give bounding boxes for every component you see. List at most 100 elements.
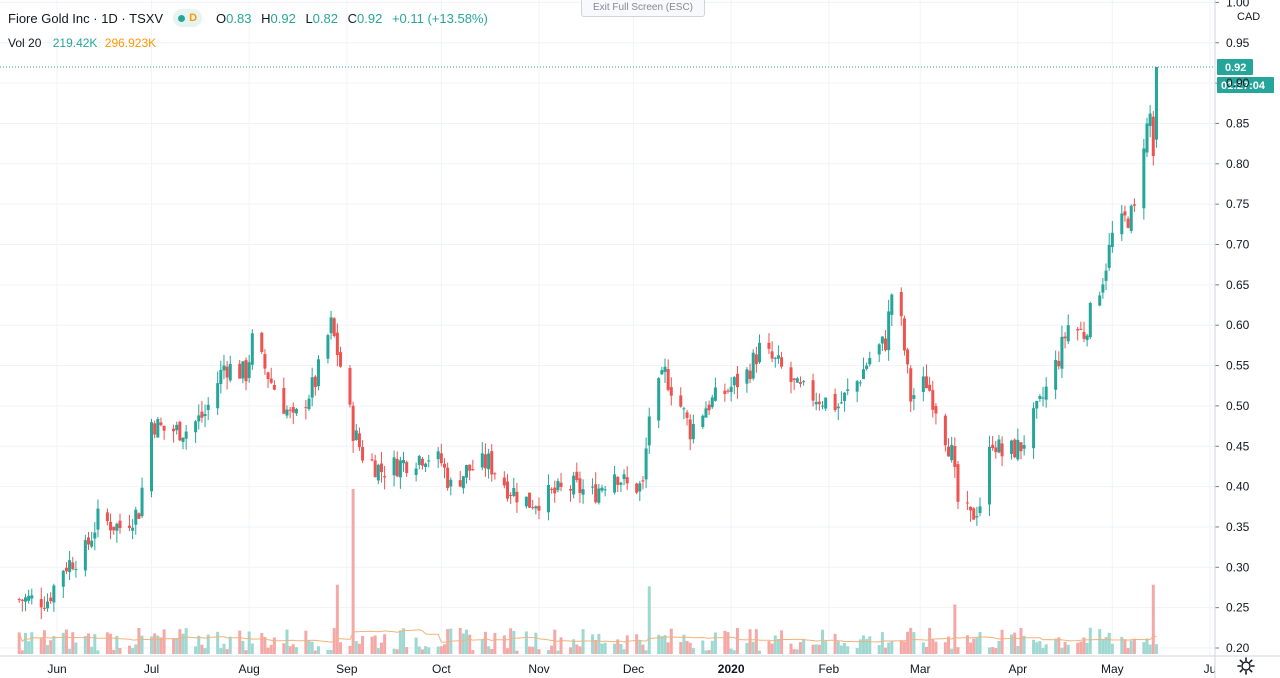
candle-body — [975, 516, 979, 518]
candle-body — [524, 496, 528, 507]
candle-body — [701, 415, 705, 427]
candle-body — [795, 378, 799, 383]
series-status-pill[interactable]: D — [173, 9, 203, 27]
volume-bar — [1129, 640, 1133, 654]
volume-bar — [729, 648, 733, 654]
volume-bar — [109, 633, 113, 654]
volume-bar — [1013, 632, 1017, 654]
volume-bar — [1085, 643, 1089, 654]
volume-bar — [83, 635, 87, 654]
price-tick-label: 0.40 — [1226, 480, 1250, 494]
candle-body — [335, 332, 339, 356]
volume-bar — [1120, 636, 1124, 654]
volume-bar — [884, 647, 888, 654]
volume-bar — [704, 650, 708, 654]
open-value: 0.83 — [226, 10, 252, 26]
volume-bar — [685, 640, 689, 654]
volume-bar — [890, 640, 894, 654]
volume-bar — [153, 633, 157, 654]
price-tick-label: 0.90 — [1226, 76, 1250, 90]
candle-body — [969, 506, 973, 511]
exit-fullscreen-button[interactable]: Exit Full Screen (ESC) — [581, 0, 705, 17]
volume-bar — [575, 644, 579, 654]
candle-body — [713, 387, 717, 401]
symbol-title[interactable]: Fiore Gold Inc · 1D · TSXV — [8, 10, 164, 26]
candle-body — [776, 355, 780, 359]
gear-icon[interactable] — [1236, 656, 1256, 676]
volume-bar — [405, 647, 409, 654]
volume-bar — [669, 628, 673, 654]
volume-bar — [880, 632, 884, 654]
volume-bar — [260, 632, 264, 654]
candle-body — [1104, 270, 1108, 281]
price-tick-label: 0.45 — [1226, 439, 1250, 453]
candle-body — [1060, 336, 1064, 369]
candle-body — [263, 353, 267, 369]
candle-body — [1142, 148, 1146, 209]
candle-body — [64, 567, 68, 572]
candle-body — [502, 477, 506, 486]
volume-bar — [1010, 634, 1014, 654]
price-tick-label: 0.85 — [1226, 116, 1250, 130]
candle-body — [493, 473, 497, 475]
volume-bar — [666, 642, 670, 654]
candle-body — [1148, 113, 1152, 126]
volume-bar — [906, 631, 910, 654]
volume-bar — [732, 650, 736, 654]
candle-body — [688, 419, 692, 440]
volume-bar — [924, 646, 928, 654]
candle-body — [657, 378, 661, 421]
candles — [17, 66, 1158, 620]
candle-body — [449, 479, 453, 487]
candle-body — [247, 362, 251, 378]
volume-bar — [682, 634, 686, 654]
volume-bar — [943, 642, 947, 654]
volume-bar — [269, 644, 273, 654]
volume-legend[interactable]: Vol 20 219.42K 296.923K — [8, 36, 156, 50]
time-tick-label: May — [1101, 662, 1124, 676]
volume-bar — [272, 637, 276, 654]
candle-body — [1038, 395, 1042, 399]
volume-label: Vol 20 — [8, 36, 42, 50]
volume-bar — [61, 632, 65, 654]
volume-bar — [843, 643, 847, 654]
price-tick-label: 0.35 — [1226, 520, 1250, 534]
volume-bar — [578, 646, 582, 654]
volume-bar — [137, 627, 141, 654]
candle-body — [953, 446, 957, 467]
volume-bar — [546, 649, 550, 654]
volume-bar — [216, 631, 220, 654]
price-tick-label: 0.30 — [1226, 560, 1250, 574]
volume-bar — [68, 648, 72, 654]
volume-bar — [1079, 641, 1083, 654]
volume-bar — [619, 643, 623, 654]
volume-bar — [1076, 642, 1080, 654]
volume-bar — [373, 635, 377, 654]
candle-body — [1022, 445, 1026, 449]
grid — [0, 0, 1214, 656]
volume-bar — [780, 630, 784, 654]
candle-body — [402, 460, 406, 464]
candle-body — [316, 359, 320, 387]
candle-body — [260, 332, 264, 352]
volume-bar — [502, 635, 506, 654]
candle-body — [1044, 386, 1048, 400]
volume-bar — [282, 643, 286, 654]
volume-bar — [603, 642, 607, 654]
volume-bar — [625, 635, 629, 654]
volume-bar — [600, 643, 604, 654]
volume-bar — [23, 632, 27, 654]
volume-bar — [461, 633, 465, 654]
volume-bar — [947, 636, 951, 654]
volume-bar — [105, 632, 109, 654]
candle-body — [928, 384, 932, 391]
volume-value: 219.42K — [52, 36, 98, 50]
candle-body — [1019, 442, 1023, 452]
volume-bar — [316, 646, 320, 654]
candle-body — [71, 562, 75, 570]
candle-body — [546, 484, 550, 513]
candle-body — [814, 402, 818, 405]
candle-body — [773, 357, 777, 359]
volume-bar — [950, 648, 954, 654]
